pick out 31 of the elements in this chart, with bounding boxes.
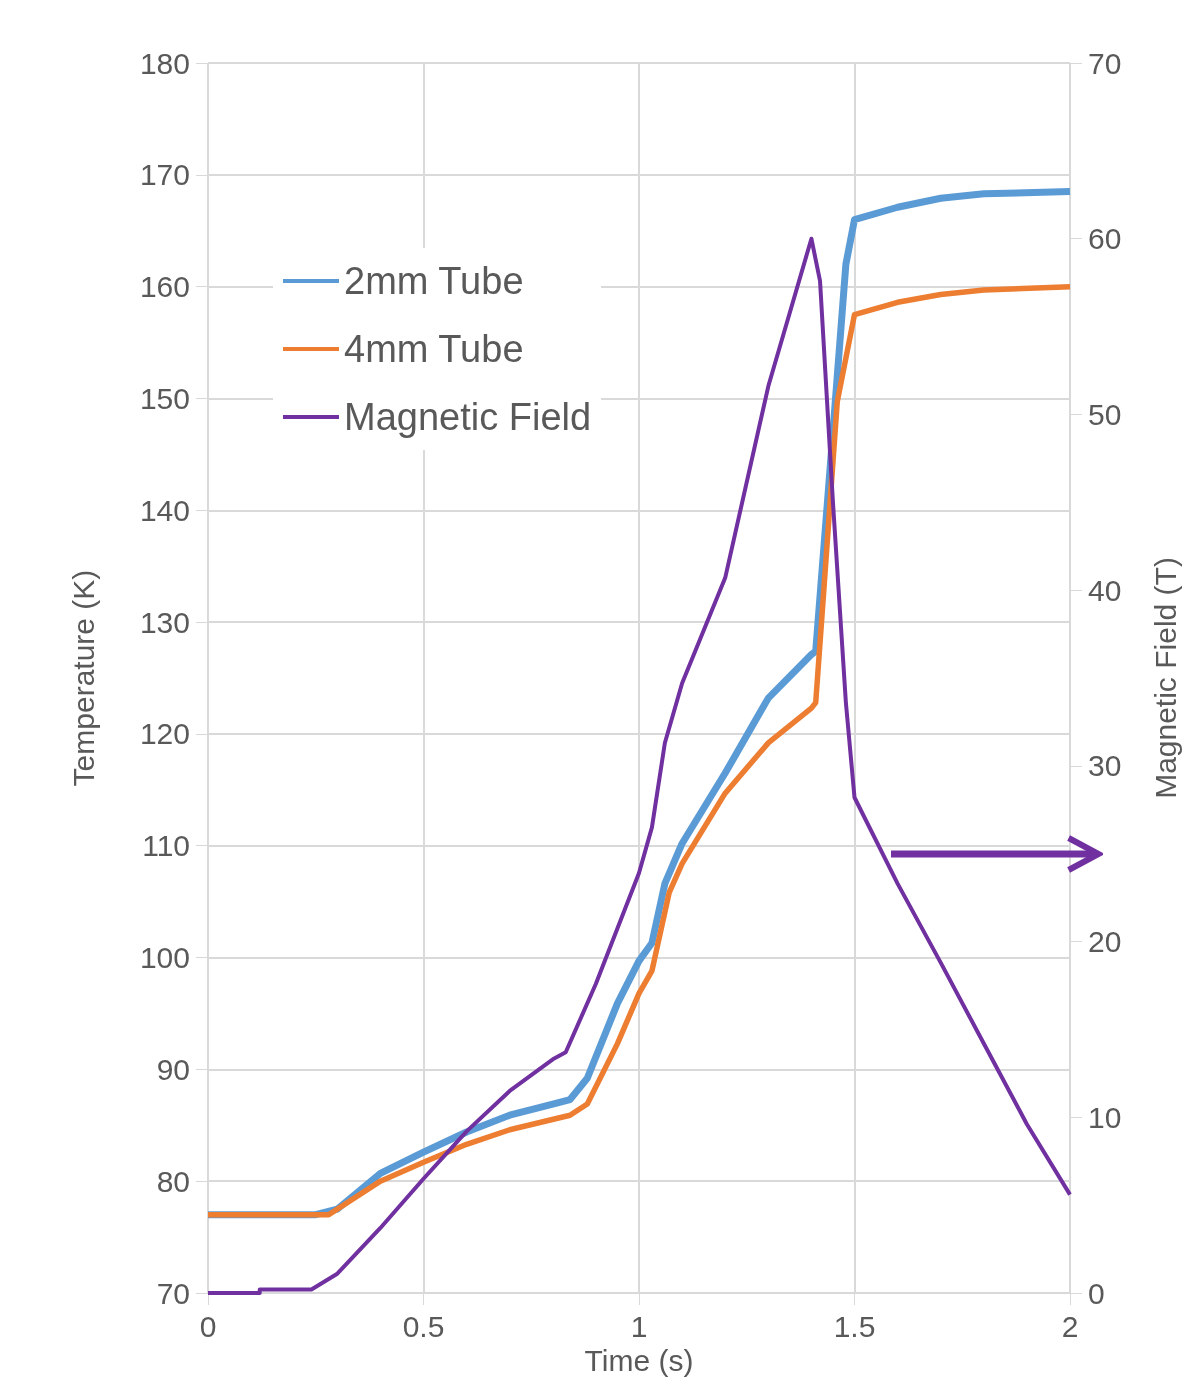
y-tick-label: 130 (139, 605, 190, 639)
y-tick-label: 90 (156, 1052, 190, 1086)
y-tick-label: 70 (156, 1276, 190, 1310)
y2-tick-label: 10 (1088, 1100, 1122, 1134)
y2-tick-label: 40 (1088, 573, 1122, 607)
x-axis-title: Time (s) (584, 1344, 694, 1378)
y-tick-label: 180 (139, 46, 190, 80)
y2-tick-label: 50 (1088, 397, 1122, 431)
y2-tick-label: 0 (1088, 1276, 1105, 1310)
y2-tick-label: 60 (1088, 222, 1122, 256)
y-tick-label: 80 (156, 1164, 190, 1198)
x-tick-label: 0.5 (402, 1309, 445, 1343)
y-tick-label: 140 (139, 493, 190, 527)
y2-tick-label: 20 (1088, 925, 1122, 959)
x-tick-label: 1.5 (833, 1309, 876, 1343)
legend-label: 4mm Tube (344, 328, 524, 370)
y-tick-label: 170 (139, 158, 190, 192)
y-tick-label: 120 (139, 717, 190, 751)
legend-label: Magnetic Field (344, 396, 592, 438)
y2-axis-title: Magnetic Field (T) (1148, 557, 1182, 799)
y-tick-label: 100 (139, 941, 190, 975)
legend-label: 2mm Tube (344, 260, 524, 302)
y-tick-label: 110 (142, 829, 190, 863)
y2-tick-label: 70 (1088, 46, 1122, 80)
y-axis-title: Temperature (K) (66, 569, 100, 787)
y2-tick-label: 30 (1088, 749, 1122, 783)
y-tick-label: 160 (139, 270, 190, 304)
x-tick-label: 0 (199, 1309, 217, 1343)
y-tick-label: 150 (139, 381, 190, 415)
x-tick-label: 1 (630, 1309, 648, 1343)
x-tick-label: 2 (1061, 1309, 1079, 1343)
